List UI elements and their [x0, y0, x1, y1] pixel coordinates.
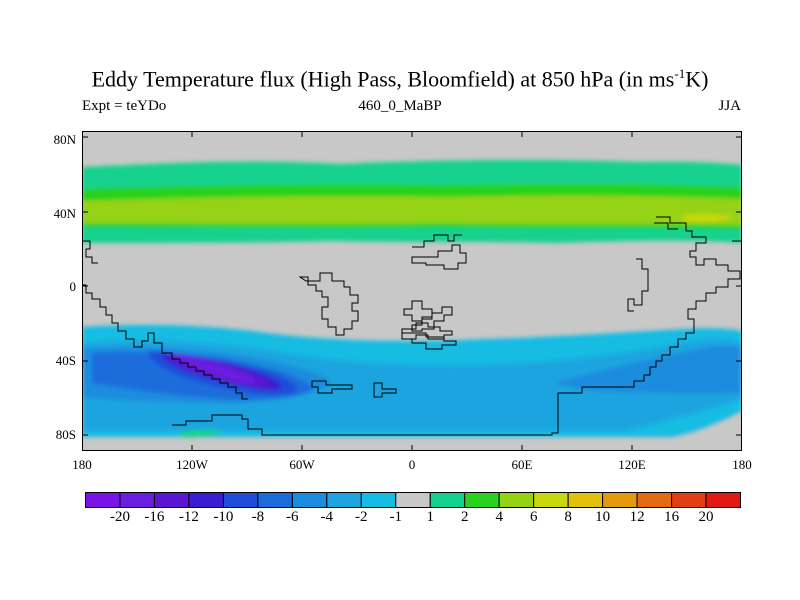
- colorbar-label: -8: [251, 509, 265, 525]
- colorbar-swatch: [291, 492, 328, 508]
- y-tick-80n: 80N: [53, 132, 76, 147]
- coast-sea-asia: [411, 306, 453, 332]
- colorbar-label: 6: [529, 509, 538, 525]
- sh-south-patch: [178, 429, 224, 438]
- x-tick-180w: 180: [72, 457, 92, 472]
- colorbar-label: -10: [213, 509, 234, 525]
- colorbar-label: 1: [426, 509, 434, 525]
- season-label: JJA: [718, 98, 741, 114]
- colorbar-label: -16: [144, 509, 165, 525]
- y-tick-40n: 40N: [53, 206, 76, 221]
- colorbar-label: -20: [110, 509, 130, 525]
- colorbar-swatch: [533, 492, 569, 508]
- title-superscript: -1: [674, 66, 686, 81]
- x-tick-0: 0: [408, 457, 416, 472]
- coast-asia-pacific: [656, 216, 741, 325]
- coast-central-america: [82, 240, 98, 264]
- x-tick-180e: 180: [732, 457, 752, 472]
- run-label: 460_0_MaBP: [358, 98, 442, 114]
- colorbar-swatch: [395, 492, 431, 508]
- colorbar-label: 16: [664, 509, 680, 525]
- colorbar-swatch: [636, 492, 673, 508]
- colorbar-swatch: [705, 492, 741, 508]
- colorbar-swatch: [360, 492, 397, 508]
- colorbar-label: -12: [178, 509, 199, 525]
- coast-kamchatka: [654, 222, 678, 230]
- coast-india: [401, 322, 453, 340]
- x-tick-120w: 120W: [176, 457, 208, 472]
- colorbar-label: 20: [698, 509, 714, 525]
- title-units: K): [685, 66, 709, 92]
- x-tick-60e: 60E: [511, 457, 533, 472]
- colorbar-swatch: [326, 492, 362, 508]
- nh-band-yellow: [682, 213, 734, 222]
- colorbar-label: 8: [564, 509, 572, 525]
- colorbar: [85, 492, 741, 508]
- title-text: Eddy Temperature flux (High Pass, Bloomf…: [91, 66, 675, 92]
- colorbar-label: -4: [320, 509, 334, 525]
- coast-africa: [298, 272, 359, 336]
- y-tick-80s: 80S: [55, 427, 76, 442]
- coast-east-asia: [627, 258, 649, 312]
- contour-fill: [82, 159, 742, 438]
- colorbar-label: -1: [389, 509, 403, 525]
- colorbar-swatch: [222, 492, 259, 508]
- coast-antarctica: [172, 325, 695, 436]
- colorbar-label: 4: [495, 509, 503, 525]
- coast-aus-madag: [373, 382, 397, 398]
- y-tick-40s: 40S: [55, 353, 76, 368]
- colorbar-label: 10: [595, 509, 611, 525]
- sh-coastal-blue: [82, 408, 172, 422]
- x-tick-120e: 120E: [618, 457, 646, 472]
- contour-map: [82, 131, 742, 451]
- colorbar-swatch: [85, 492, 121, 508]
- coast-south-america: [82, 284, 248, 400]
- colorbar-swatch: [602, 492, 638, 508]
- coastlines: [82, 216, 742, 436]
- colorbar-label: -6: [286, 509, 299, 525]
- colorbar-swatch: [671, 492, 707, 508]
- colorbar-swatch: [498, 492, 535, 508]
- sh-band-b2-east: [552, 346, 742, 394]
- colorbar-swatch: [429, 492, 466, 508]
- colorbar-swatch: [188, 492, 224, 508]
- nh-band-lime: [82, 195, 742, 225]
- coast-southern-africa: [311, 380, 353, 394]
- plot-title: Eddy Temperature flux (High Pass, Bloomf…: [0, 66, 800, 92]
- map-ticks: [82, 131, 742, 451]
- sh-band-b7: [174, 355, 256, 384]
- colorbar-label: 12: [629, 509, 645, 525]
- coast-maritime: [401, 332, 457, 350]
- coast-north-africa: [412, 234, 462, 248]
- colorbar-swatch: [119, 492, 155, 508]
- experiment-label: Expt = teYDo: [82, 98, 167, 114]
- x-tick-60w: 60W: [289, 457, 315, 472]
- colorbar-swatch: [257, 492, 293, 508]
- colorbar-swatch: [567, 492, 604, 508]
- coast-arabia: [411, 244, 467, 270]
- colorbar-swatch: [464, 492, 500, 508]
- colorbar-label: -2: [355, 509, 368, 525]
- colorbar-label: 2: [460, 509, 469, 525]
- colorbar-swatch: [153, 492, 190, 508]
- coast-mideast: [403, 300, 433, 322]
- y-tick-0: 0: [69, 279, 77, 294]
